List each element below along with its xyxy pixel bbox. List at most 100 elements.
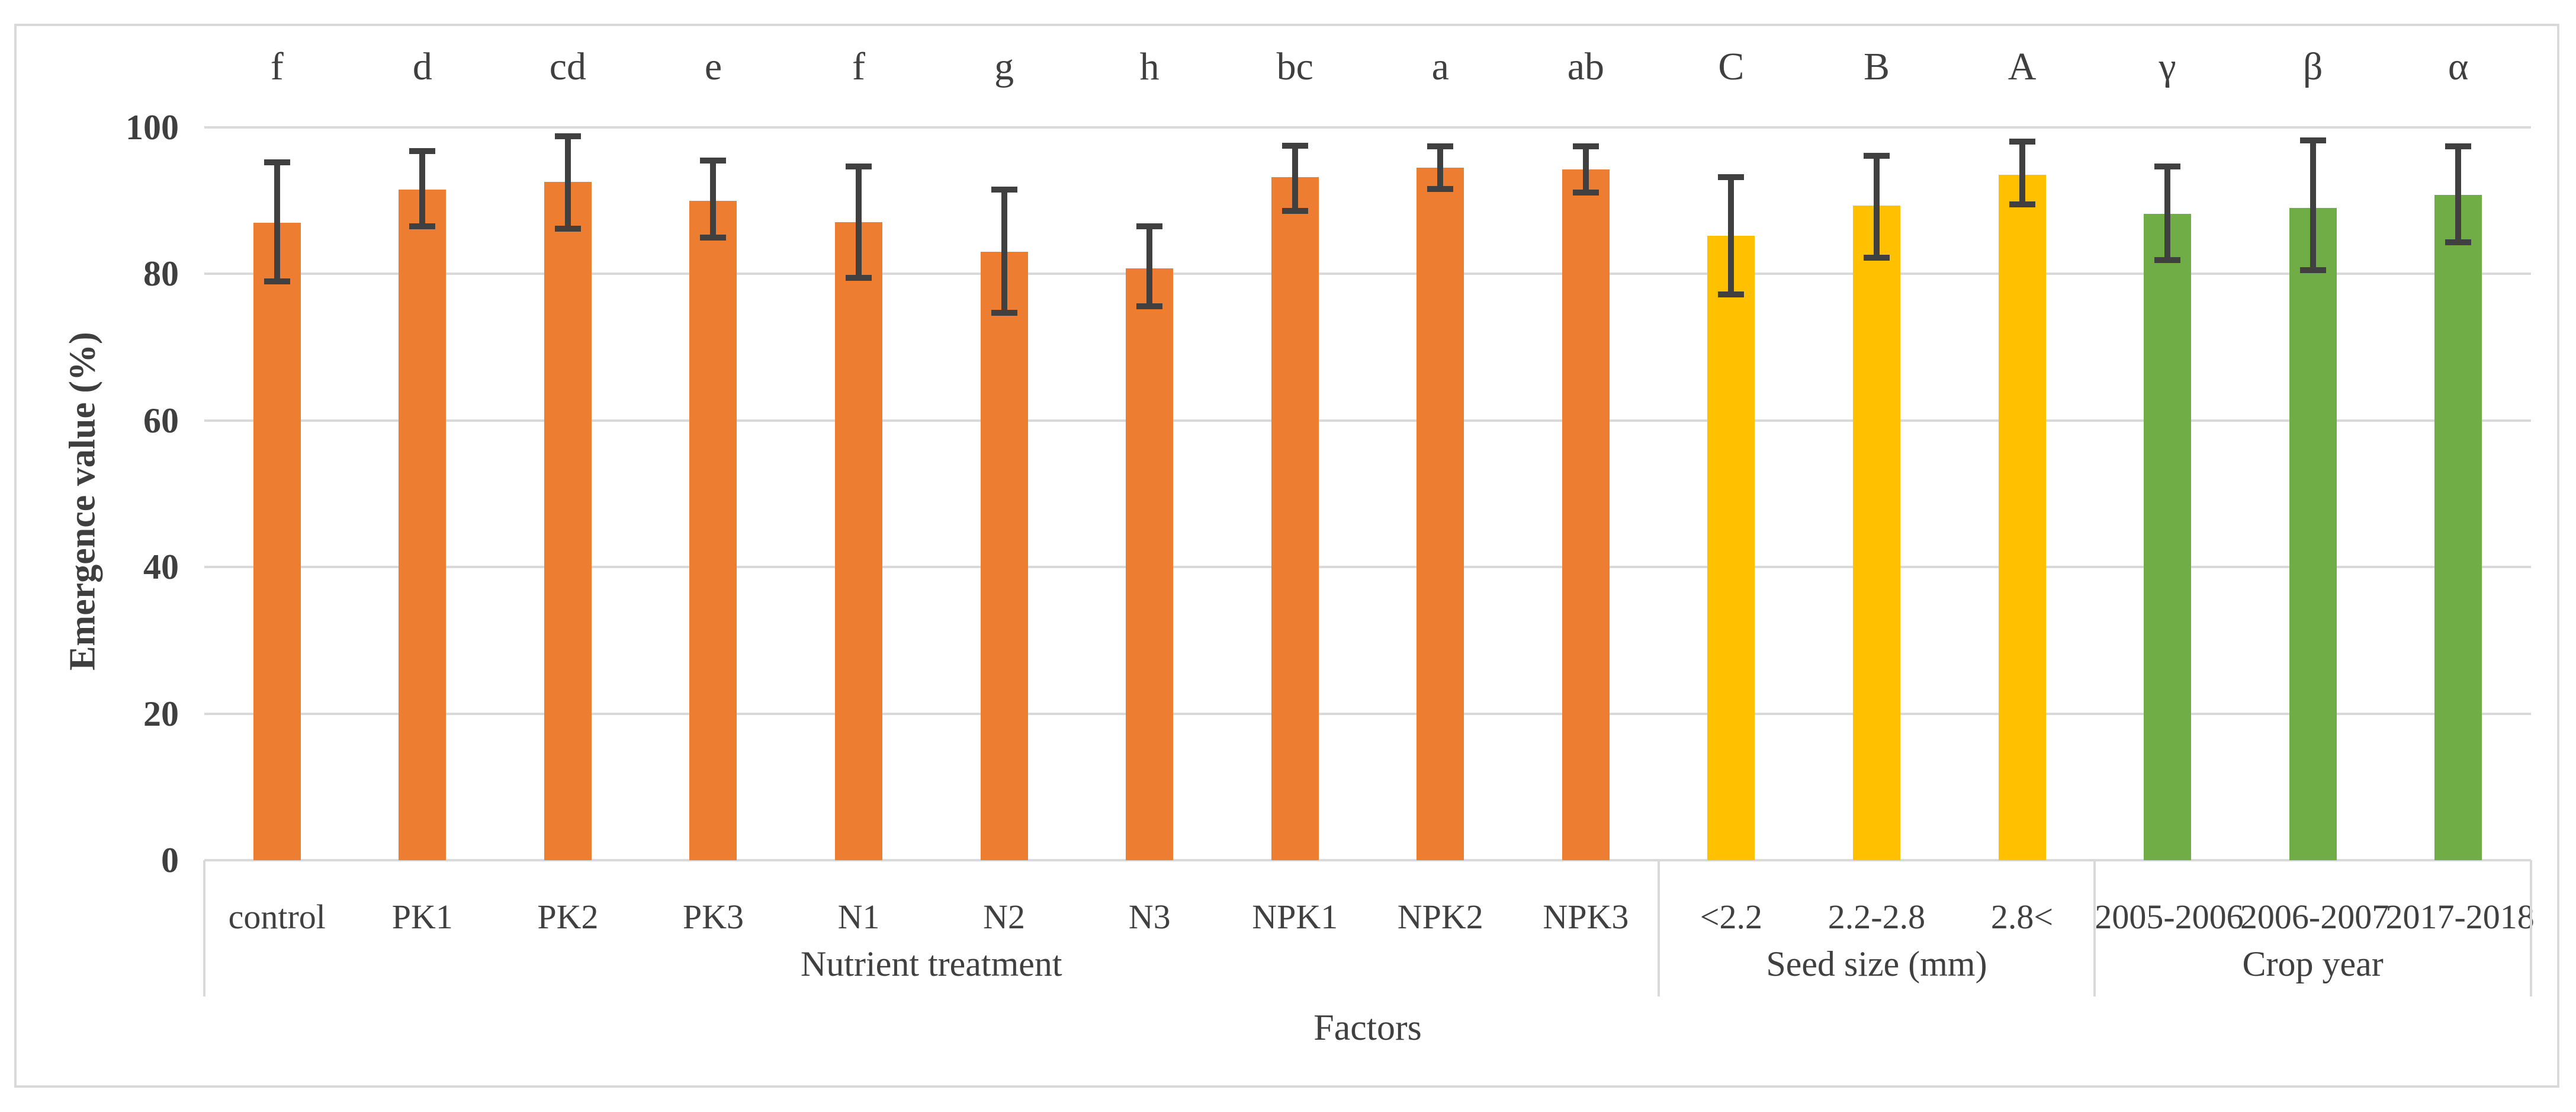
error-bar-line [2455, 146, 2462, 243]
y-axis-title: Emergence value (%) [62, 332, 103, 671]
error-bar-cap [409, 148, 436, 154]
error-bar-cap [1863, 255, 1890, 261]
significance-letter: β [2302, 45, 2323, 88]
x-category-label: N2 [983, 898, 1026, 936]
data-bar [835, 222, 883, 860]
data-bar [1562, 169, 1610, 860]
x-category-label: 2.2-2.8 [1827, 898, 1926, 936]
error-bar-cap [991, 309, 1017, 316]
error-bar-line [419, 150, 426, 226]
data-bar [1707, 236, 1755, 860]
category-group-label: Nutrient treatment [801, 944, 1062, 983]
significance-letter: f [270, 45, 284, 88]
error-bar-line [1873, 156, 1880, 258]
error-bar-line [1728, 177, 1735, 295]
x-category-label: PK2 [537, 898, 599, 936]
error-bar-line [1437, 146, 1444, 189]
error-bar-line [564, 136, 571, 229]
error-bar-cap [1572, 190, 1599, 196]
error-bar-line [1001, 190, 1007, 313]
x-category-label: NPK2 [1397, 898, 1483, 936]
error-bar-cap [846, 274, 872, 281]
data-bar [1417, 168, 1464, 860]
error-bar-cap [2009, 138, 2035, 145]
error-bar-cap [991, 187, 1017, 193]
error-bar-cap [1427, 185, 1454, 192]
y-gridline [204, 712, 2531, 715]
error-bar-line [856, 166, 862, 278]
y-gridline [204, 566, 2531, 569]
error-bar-cap [1427, 143, 1454, 150]
y-tick-label: 40 [143, 547, 179, 587]
error-bar-cap [700, 157, 727, 164]
error-bar-cap [2009, 201, 2035, 207]
data-bar [253, 222, 301, 860]
error-bar-cap [1572, 143, 1599, 150]
significance-letter: A [2008, 45, 2037, 88]
data-bar [2289, 208, 2337, 860]
error-bar-cap [1718, 291, 1745, 298]
error-bar-cap [2299, 267, 2326, 274]
error-bar-line [2019, 141, 2025, 204]
x-category-label: <2.2 [1700, 898, 1763, 936]
error-bar-cap [2445, 239, 2472, 246]
y-tick-label: 100 [126, 108, 179, 147]
y-tick-label: 20 [143, 694, 179, 733]
error-bar-cap [2154, 163, 2181, 169]
y-tick-label: 80 [143, 254, 179, 294]
error-bar-cap [1281, 208, 1308, 214]
data-bar [1852, 206, 1900, 860]
category-group-separator [203, 860, 205, 996]
y-tick-label: 0 [161, 841, 179, 880]
x-category-label: N1 [837, 898, 880, 936]
error-bar-cap [700, 234, 727, 241]
significance-letter: γ [2159, 45, 2176, 88]
error-bar-cap [409, 223, 436, 229]
error-bar-line [1292, 145, 1298, 211]
error-bar-line [2164, 166, 2171, 260]
x-category-label: 2.8< [1990, 898, 2054, 936]
y-tick-label: 60 [143, 400, 179, 440]
y-gridline [204, 126, 2531, 129]
significance-letter: ab [1567, 45, 1604, 88]
x-category-label: 2006-2007 [2240, 898, 2389, 936]
error-bar-cap [264, 278, 290, 284]
data-bar [2144, 213, 2192, 860]
error-bar-cap [1281, 142, 1308, 149]
x-category-label: PK1 [391, 898, 453, 936]
category-group-label: Crop year [2242, 944, 2384, 983]
data-bar [2434, 194, 2482, 860]
x-category-label: control [228, 898, 326, 936]
y-gridline [204, 419, 2531, 422]
significance-letter: bc [1276, 45, 1313, 88]
x-category-label: 2017-2018 [2385, 898, 2535, 936]
x-category-label: N3 [1128, 898, 1171, 936]
y-gridline [204, 859, 2531, 861]
significance-letter: a [1431, 45, 1449, 88]
x-category-label: PK3 [682, 898, 744, 936]
data-bar [980, 252, 1028, 860]
error-bar-cap [2299, 137, 2326, 144]
error-bar-line [274, 162, 280, 281]
data-bar [1271, 177, 1319, 860]
error-bar-line [1582, 146, 1589, 193]
error-bar-cap [846, 163, 872, 169]
error-bar-cap [554, 225, 581, 232]
data-bar [689, 200, 737, 860]
significance-letter: d [412, 45, 432, 88]
category-group-separator [2093, 860, 2096, 996]
error-bar-cap [1136, 223, 1163, 229]
significance-letter: e [704, 45, 722, 88]
category-group-separator [2530, 860, 2532, 996]
significance-letter: f [852, 45, 866, 88]
x-category-label: NPK1 [1252, 898, 1338, 936]
error-bar-cap [554, 133, 581, 139]
category-group-label: Seed size (mm) [1766, 944, 1987, 983]
error-bar-cap [1136, 303, 1163, 309]
data-bar [1998, 175, 2046, 860]
error-bar-cap [264, 159, 290, 166]
significance-letter: B [1863, 45, 1890, 88]
significance-letter: cd [549, 45, 587, 88]
error-bar-cap [2154, 257, 2181, 263]
